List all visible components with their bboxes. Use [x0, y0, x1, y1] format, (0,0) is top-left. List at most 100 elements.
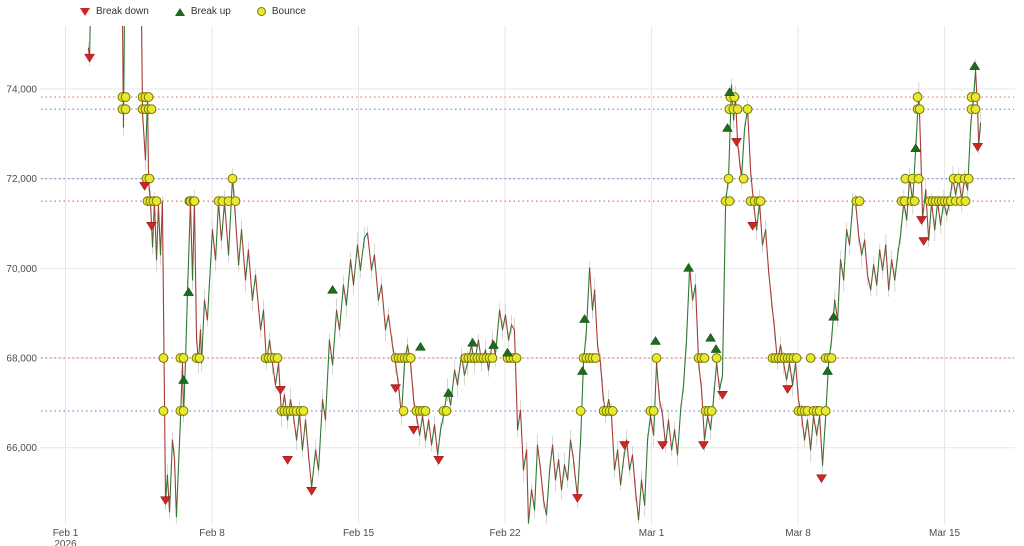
price-line-segment: [161, 201, 167, 503]
price-line-segment: [611, 415, 616, 471]
price-line-segment: [594, 289, 599, 346]
price-line-segment: [377, 284, 383, 301]
break-up-marker: [488, 340, 499, 349]
bounce-marker: [487, 353, 498, 363]
legend-label-break-down: Break down: [96, 6, 149, 17]
price-line-segment: [866, 274, 872, 291]
price-line-segment: [410, 362, 415, 401]
break-up-marker: [828, 311, 840, 321]
break-down-marker: [274, 386, 286, 395]
legend-item-break-up[interactable]: Break up: [174, 6, 231, 17]
price-line-segment: [567, 439, 572, 481]
y-tick-label: 70,000: [6, 264, 37, 275]
break-up-marker: [710, 344, 722, 353]
price-line-segment: [676, 409, 682, 456]
price-line-segment: [220, 201, 226, 241]
price-line-segment: [653, 362, 658, 436]
price-line-segment: [554, 459, 560, 481]
bounce-marker: [724, 196, 735, 206]
price-line-segment: [522, 449, 528, 471]
price-line-segment: [504, 314, 510, 341]
price-line-segment: [274, 362, 280, 386]
price-line-segment: [428, 419, 433, 446]
bounce-marker: [230, 196, 241, 206]
break-down-marker: [408, 426, 420, 435]
price-line-segment: [692, 284, 697, 301]
plot-area[interactable]: [40, 26, 1015, 524]
price-line-segment: [803, 419, 809, 441]
break-up-marker: [467, 337, 479, 347]
bounce-marker: [826, 353, 837, 363]
price-line-segment: [321, 399, 327, 421]
bounce-marker: [755, 196, 766, 206]
bounce-marker: [194, 353, 205, 363]
price-line-segment: [549, 444, 554, 471]
bounce-marker: [607, 406, 618, 416]
price-line-segment: [662, 415, 667, 446]
price-line-segment: [510, 324, 515, 331]
price-line-segment: [689, 267, 694, 301]
y-tick-label: 68,000: [6, 354, 37, 365]
price-line-segment: [674, 429, 679, 456]
break-down-marker: [697, 441, 709, 450]
break-up-marker: [577, 366, 588, 375]
legend-item-break-down[interactable]: Break down: [80, 6, 149, 17]
price-line-segment: [683, 339, 688, 386]
break-down-marker: [160, 496, 171, 506]
break-up-marker: [502, 347, 513, 357]
price-line-segment: [517, 409, 522, 431]
price-line-segment: [271, 362, 276, 386]
price-line-segment: [189, 201, 194, 281]
price-line-segment: [843, 229, 848, 281]
break-up-marker: [969, 61, 981, 70]
price-line-segment: [737, 141, 740, 161]
break-down-marker: [657, 441, 669, 450]
price-line-segment: [508, 324, 513, 341]
price-line-segment: [424, 419, 430, 441]
price-line-segment: [647, 415, 652, 441]
price-line-segment: [931, 201, 936, 231]
price-line-segment: [440, 415, 445, 431]
break-down-marker: [731, 138, 742, 147]
price-line-segment: [658, 399, 664, 417]
break-down-marker: [146, 222, 157, 231]
bounce-marker: [742, 104, 753, 115]
price-line-segment: [415, 415, 421, 436]
price-line-segment: [247, 249, 253, 301]
bounce-marker: [706, 406, 717, 416]
price-line-segment: [238, 229, 243, 266]
price-line-segment: [855, 201, 860, 236]
bounce-marker: [178, 353, 189, 363]
break-up-marker: [183, 287, 195, 296]
price-line-segment: [311, 449, 317, 488]
price-line-segment: [712, 362, 718, 401]
bounce-marker: [405, 353, 416, 363]
bounce-marker: [805, 353, 816, 363]
price-line-segment: [756, 201, 761, 231]
price-line-segment: [620, 459, 625, 486]
price-line-segment: [211, 229, 217, 261]
price-line-segment: [665, 419, 670, 446]
legend-item-bounce[interactable]: Bounce: [256, 6, 306, 17]
price-line-segment: [370, 254, 375, 271]
bounce-marker: [699, 353, 710, 363]
price-line-segment: [640, 479, 646, 506]
price-line-segment: [168, 439, 174, 513]
break-up-marker: [650, 336, 661, 345]
price-line-segment: [315, 449, 320, 471]
price-line-segment: [350, 259, 355, 286]
x-tick-sublabel: 2026: [54, 539, 77, 546]
price-line-segment: [89, 26, 91, 59]
y-tick-label: 66,000: [6, 443, 37, 454]
price-line-segment: [542, 499, 548, 516]
price-line-segment: [680, 384, 685, 411]
price-line-segment: [721, 201, 727, 376]
break-down-icon: [80, 7, 90, 16]
break-down-marker: [816, 474, 827, 484]
break-down-marker: [390, 384, 402, 394]
price-line-segment: [767, 269, 773, 301]
bounce-marker: [820, 406, 831, 416]
price-line-segment: [888, 259, 893, 291]
